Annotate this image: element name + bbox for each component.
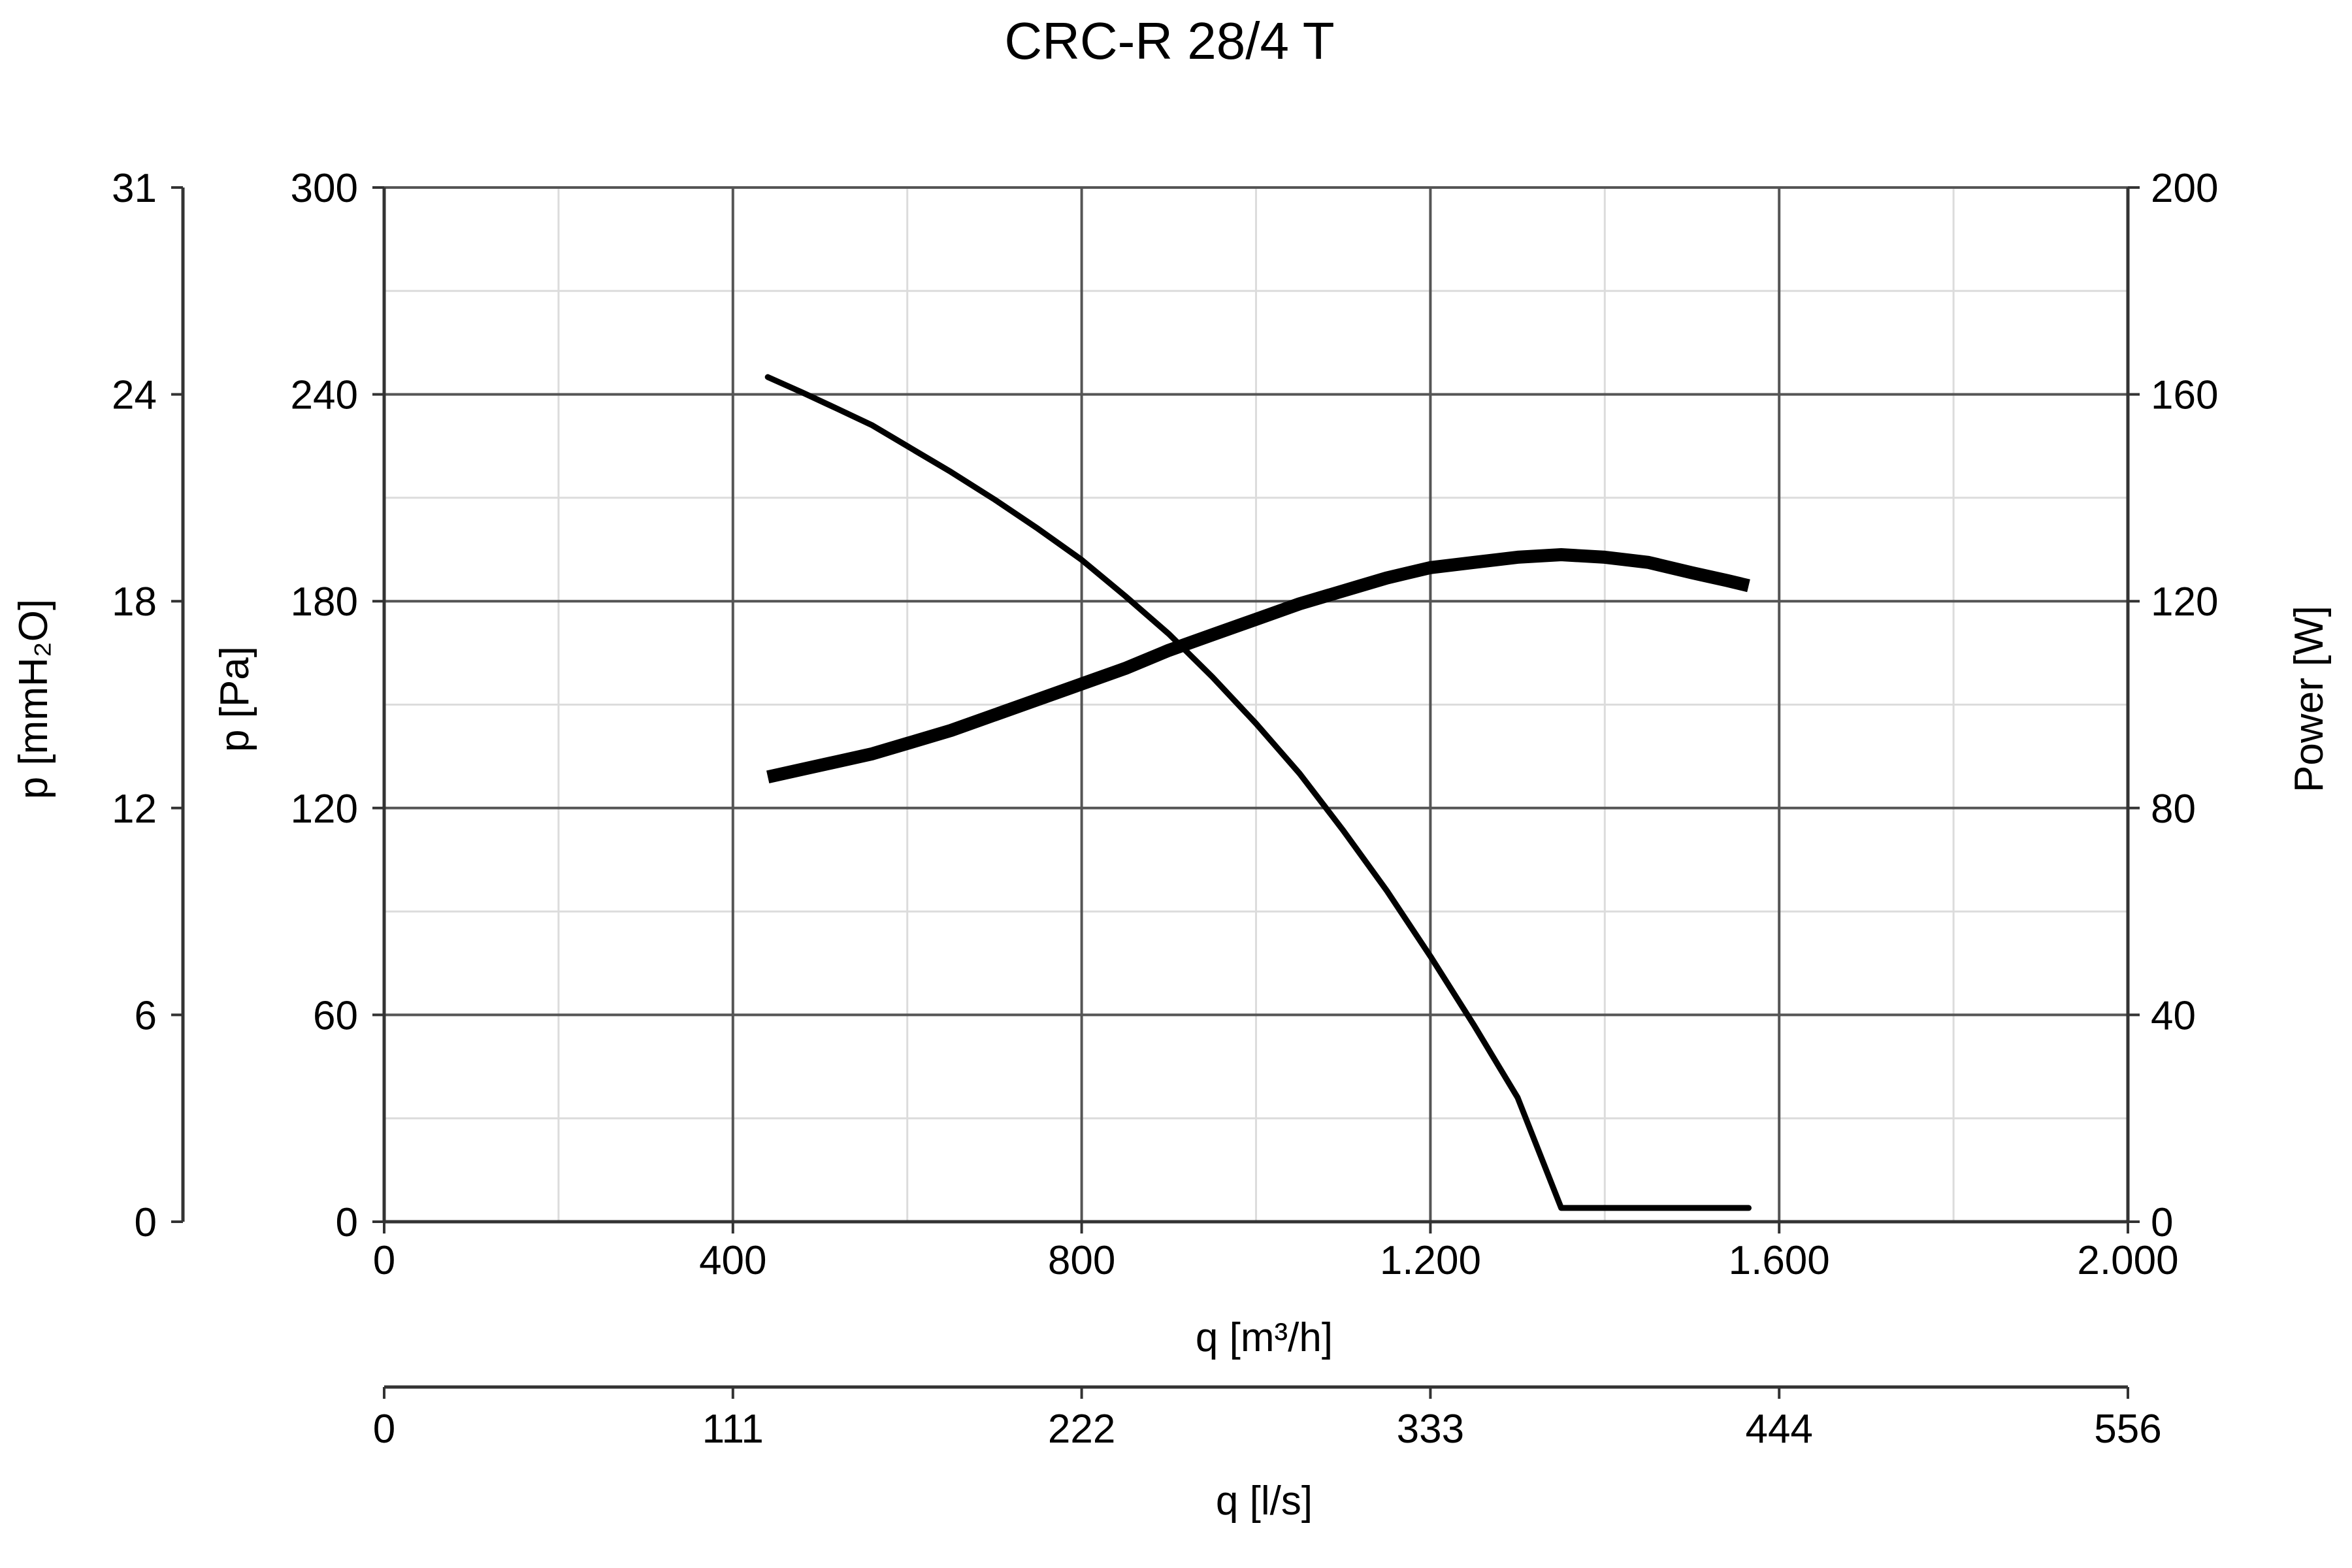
x-tick-label: 1.600 — [1729, 1238, 1830, 1283]
power-tick-label: 160 — [2151, 373, 2218, 418]
x-tick-label: 2.000 — [2077, 1238, 2178, 1283]
y-axis-label-mmh2o: p [mmH₂O] — [11, 599, 56, 800]
power-tick-label: 40 — [2151, 993, 2196, 1038]
mmh2o-tick-label: 18 — [112, 580, 157, 625]
y-tick-label: 120 — [291, 787, 358, 832]
mmh2o-tick-label: 0 — [135, 1200, 157, 1245]
x2-tick-label: 556 — [2094, 1407, 2161, 1452]
y-axis-label-pa: p [Pa] — [212, 646, 257, 752]
y-tick-label: 240 — [291, 373, 358, 418]
chart-title: CRC-R 28/4 T — [1004, 12, 1334, 70]
y-tick-label: 300 — [291, 166, 358, 211]
mmh2o-tick-label: 6 — [135, 993, 157, 1038]
x2-tick-label: 444 — [1745, 1407, 1812, 1452]
axes — [171, 186, 2140, 1399]
x-tick-label: 0 — [373, 1238, 395, 1283]
mmh2o-tick-label: 31 — [112, 166, 157, 211]
mmh2o-tick-label: 12 — [112, 787, 157, 832]
x-axis-label: q [m³/h] — [1196, 1315, 1333, 1360]
series-layer — [764, 374, 1752, 1211]
x-tick-label: 400 — [699, 1238, 766, 1283]
pressure-curve — [764, 374, 1752, 1211]
power-tick-label: 0 — [2151, 1200, 2173, 1245]
x2-tick-label: 111 — [702, 1407, 764, 1452]
x2-axis-label: q [l/s] — [1216, 1478, 1313, 1524]
power-tick-label: 120 — [2151, 580, 2218, 625]
y-tick-label: 60 — [313, 993, 358, 1038]
x-tick-label: 1.200 — [1380, 1238, 1481, 1283]
power-tick-label: 80 — [2151, 787, 2196, 832]
y-tick-label: 0 — [336, 1200, 358, 1245]
x2-tick-label: 222 — [1048, 1407, 1115, 1452]
y-tick-label: 180 — [291, 580, 358, 625]
mmh2o-tick-label: 24 — [112, 373, 157, 418]
x2-tick-label: 333 — [1397, 1407, 1464, 1452]
y-axis-label-power: Power [W] — [2287, 606, 2332, 792]
x-tick-label: 800 — [1048, 1238, 1115, 1283]
power-curve — [766, 548, 1750, 784]
power-tick-label: 200 — [2151, 166, 2218, 211]
x2-tick-label: 0 — [373, 1407, 395, 1452]
